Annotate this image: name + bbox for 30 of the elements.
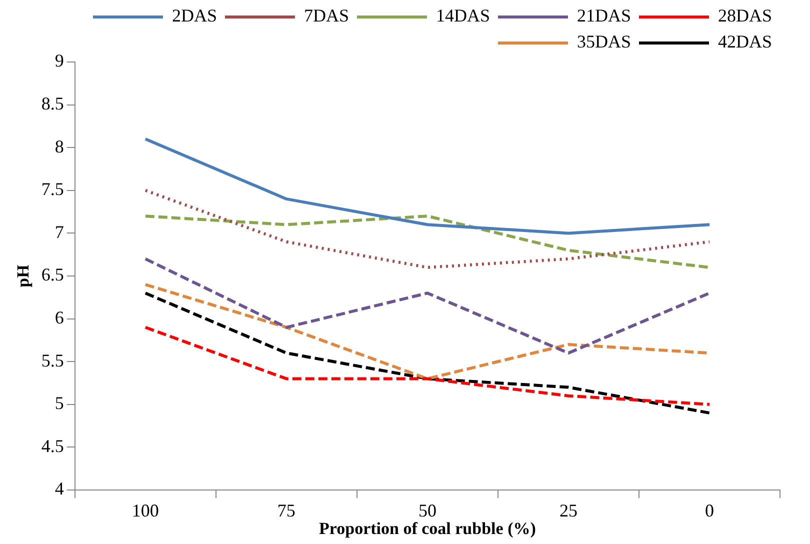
legend-label: 14DAS	[436, 6, 490, 26]
y-tick-label: 8	[54, 136, 64, 156]
y-tick-label: 9	[54, 50, 64, 71]
legend-label: 2DAS	[172, 6, 217, 26]
line-series	[144, 326, 711, 406]
legend-label: 7DAS	[304, 6, 349, 26]
legend-label: 21DAS	[576, 6, 631, 26]
x-axis-title: Proportion of coal rubble (%)	[318, 519, 536, 538]
y-tick-label: 6.5	[41, 264, 64, 285]
x-tick-label: 100	[132, 500, 159, 521]
y-tick-label: 5	[54, 393, 64, 414]
line-series	[144, 292, 711, 414]
line-series	[144, 257, 711, 355]
x-tick-label: 50	[418, 500, 436, 521]
x-tick-label: 25	[559, 500, 578, 521]
y-axis-title: pH	[14, 264, 33, 288]
y-tick-label: 4.5	[41, 436, 64, 456]
y-tick-label: 4	[54, 478, 64, 499]
y-tick-label: 6	[54, 308, 64, 328]
x-tick-label: 0	[704, 500, 714, 521]
legend-label: 28DAS	[718, 6, 772, 26]
x-tick-label: 75	[277, 500, 296, 521]
line-series	[144, 214, 711, 269]
line-series	[144, 188, 711, 269]
y-tick-label: 7	[54, 222, 64, 242]
y-tick-label: 5.5	[41, 350, 64, 370]
legend-label: 42DAS	[718, 32, 772, 52]
y-tick-label: 8.5	[41, 94, 64, 114]
y-tick-label: 7.5	[41, 179, 64, 200]
legend-label: 35DAS	[576, 32, 631, 52]
